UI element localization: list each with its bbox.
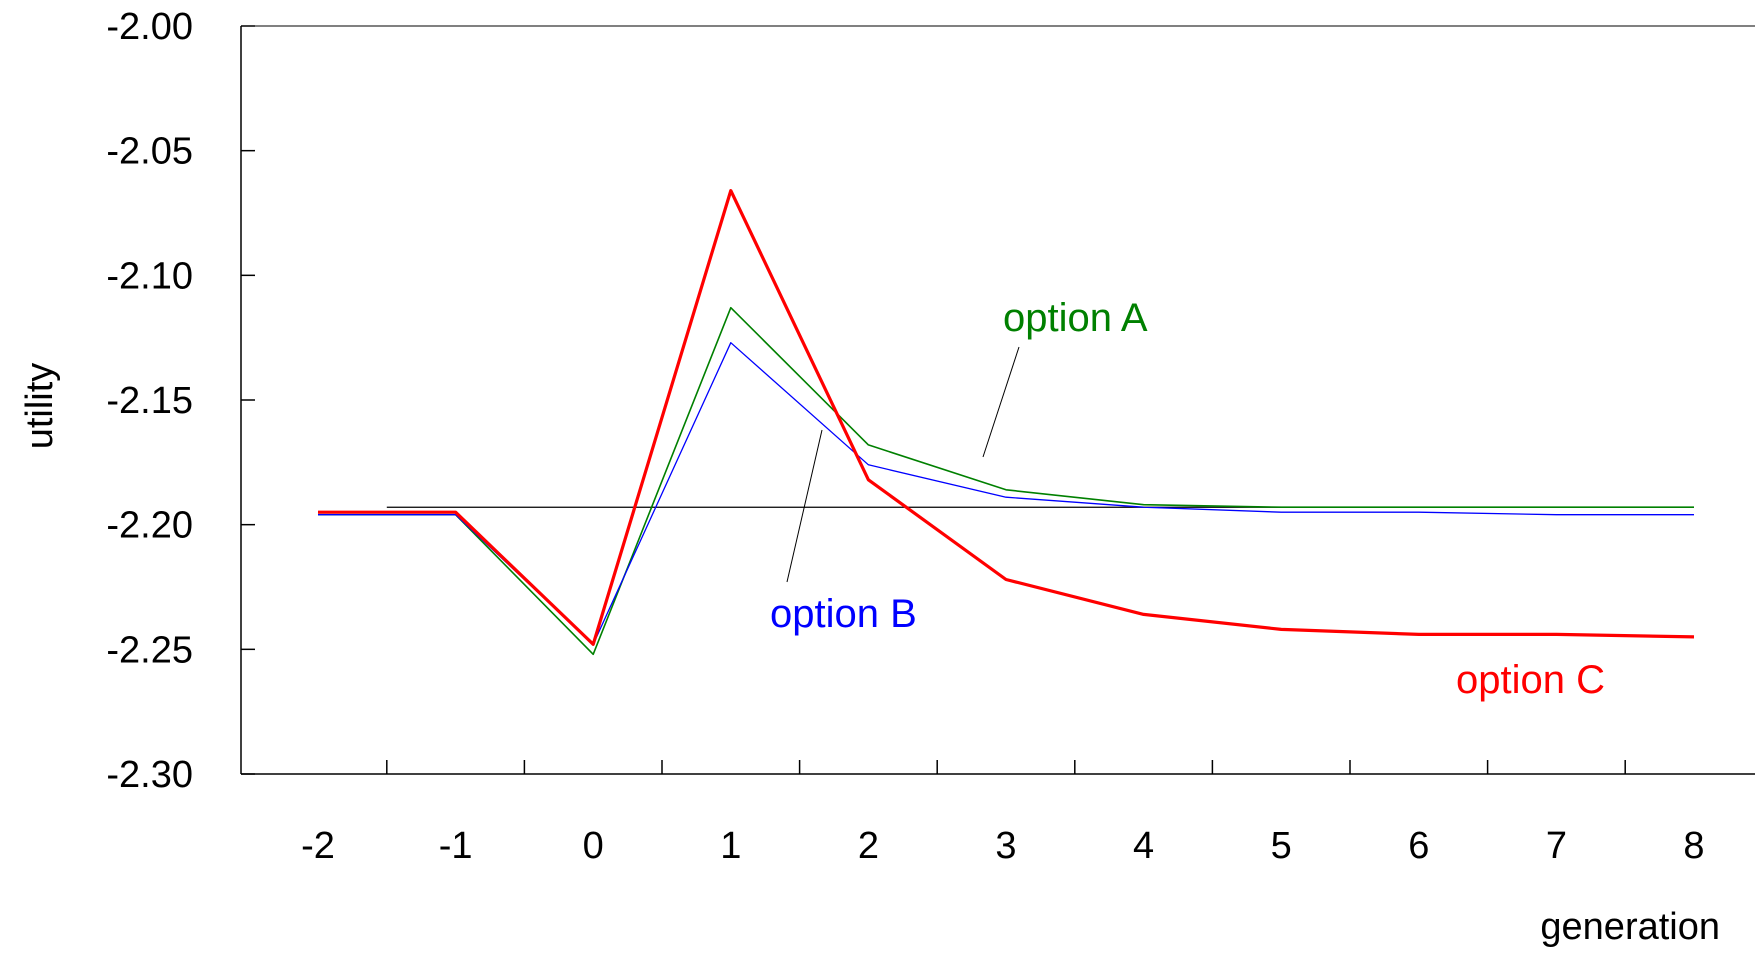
series-line-option-c <box>318 189 1695 646</box>
annotation-group <box>786 346 1020 583</box>
y-axis: -2.00 -2.05 -2.10 -2.15 -2.20 -2.25 -2.30 <box>106 6 255 796</box>
x-axis-title: generation <box>1540 906 1720 948</box>
series-label-option-a: option A <box>1003 296 1148 340</box>
x-tick-label: 8 <box>1683 825 1704 867</box>
annotation-leader-option-a <box>982 346 1020 458</box>
y-tick-label: -2.05 <box>106 131 193 173</box>
x-tick-label: 0 <box>583 825 604 867</box>
x-tick-label: 4 <box>1133 825 1154 867</box>
x-tick-label: 6 <box>1408 825 1429 867</box>
series-group <box>318 189 1695 656</box>
y-tick-label: -2.20 <box>106 505 193 547</box>
x-tick-label: 1 <box>720 825 741 867</box>
series-line-option-a <box>318 306 1694 656</box>
y-tick-label: -2.15 <box>106 380 193 422</box>
series-label-option-b: option B <box>770 592 917 636</box>
annotation-leader-option-b <box>786 429 823 583</box>
x-tick-label: 3 <box>995 825 1016 867</box>
y-tick-label: -2.00 <box>106 6 193 48</box>
x-tick-label: 2 <box>858 825 879 867</box>
y-tick-label: -2.30 <box>106 754 193 796</box>
y-tick-label: -2.25 <box>106 629 193 671</box>
x-axis: -2 -1 0 1 2 3 4 5 6 7 8 <box>301 760 1705 867</box>
x-tick-label: 7 <box>1546 825 1567 867</box>
x-tick-label: -1 <box>439 825 473 867</box>
y-tick-label: -2.10 <box>106 255 193 297</box>
x-tick-label: 5 <box>1271 825 1292 867</box>
x-tick-label: -2 <box>301 825 335 867</box>
series-label-option-c: option C <box>1456 658 1605 702</box>
y-axis-title: utility <box>19 363 61 450</box>
